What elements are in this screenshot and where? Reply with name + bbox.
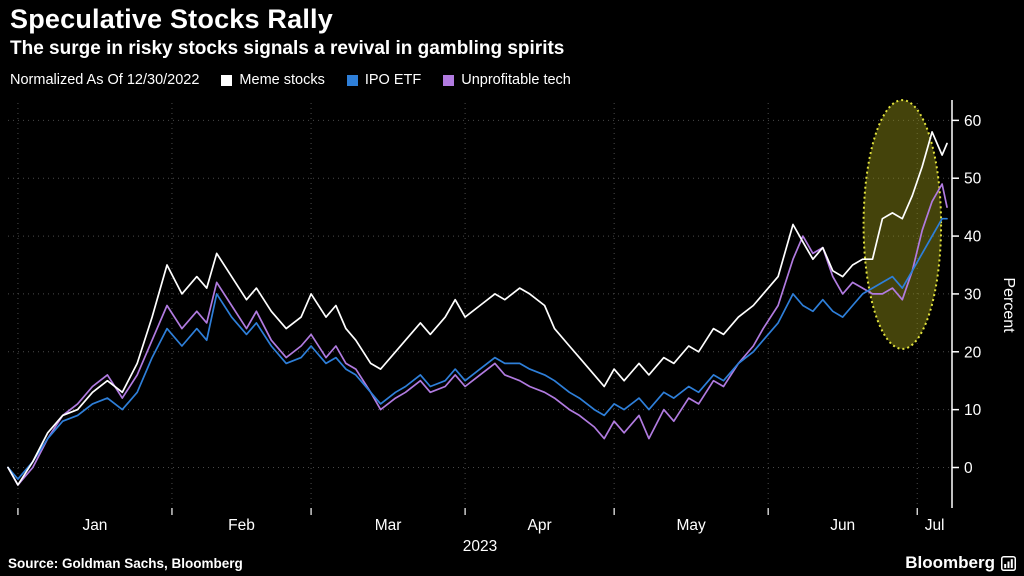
y-tick-label: 0 <box>964 460 973 477</box>
y-tick-label: 20 <box>964 344 982 361</box>
source-text: Source: Goldman Sachs, Bloomberg <box>8 556 243 571</box>
y-tick-label: 10 <box>964 402 982 419</box>
month-label: Jan <box>82 517 107 534</box>
legend-label-meme-stocks: Meme stocks <box>239 72 325 88</box>
month-label: Jul <box>925 517 945 534</box>
bloomberg-chart-icon <box>1001 555 1016 571</box>
bloomberg-wordmark: Bloomberg <box>905 553 995 572</box>
legend-note: Normalized As Of 12/30/2022 <box>10 72 200 88</box>
page-subtitle: The surge in risky stocks signals a revi… <box>10 38 565 59</box>
bloomberg-logo: Bloomberg <box>905 553 1016 573</box>
y-tick-label: 30 <box>964 286 982 303</box>
y-axis-title: Percent <box>1000 277 1017 333</box>
month-label: Mar <box>375 517 402 534</box>
legend-swatch-meme-stocks <box>221 74 233 86</box>
y-tick-label: 50 <box>964 171 982 188</box>
legend-item-meme-stocks: Meme stocks <box>221 72 325 88</box>
month-label: Apr <box>528 517 552 534</box>
page-title: Speculative Stocks Rally <box>10 4 333 34</box>
legend-label-unprofitable-tech: Unprofitable tech <box>461 72 571 88</box>
highlight-ellipse <box>862 99 943 350</box>
legend-swatch-ipo-etf <box>346 74 358 86</box>
month-label: May <box>677 517 707 534</box>
legend-item-ipo-etf: IPO ETF <box>346 72 422 88</box>
series-line-ipo-etf <box>7 217 948 480</box>
legend-swatch-unprofitable-tech <box>443 74 455 86</box>
month-label: Feb <box>228 517 255 534</box>
y-tick-label: 40 <box>964 229 982 246</box>
legend-label-ipo-etf: IPO ETF <box>364 72 422 88</box>
year-label: 2023 <box>463 538 497 555</box>
month-label: Jun <box>830 517 855 534</box>
legend-item-unprofitable-tech: Unprofitable tech <box>443 72 571 88</box>
chart-legend: Normalized As Of 12/30/2022 Meme stocks … <box>10 72 571 88</box>
series-line-meme-stocks <box>7 131 948 486</box>
series-line-unprofitable-tech <box>7 183 948 486</box>
y-tick-label: 60 <box>964 113 982 130</box>
